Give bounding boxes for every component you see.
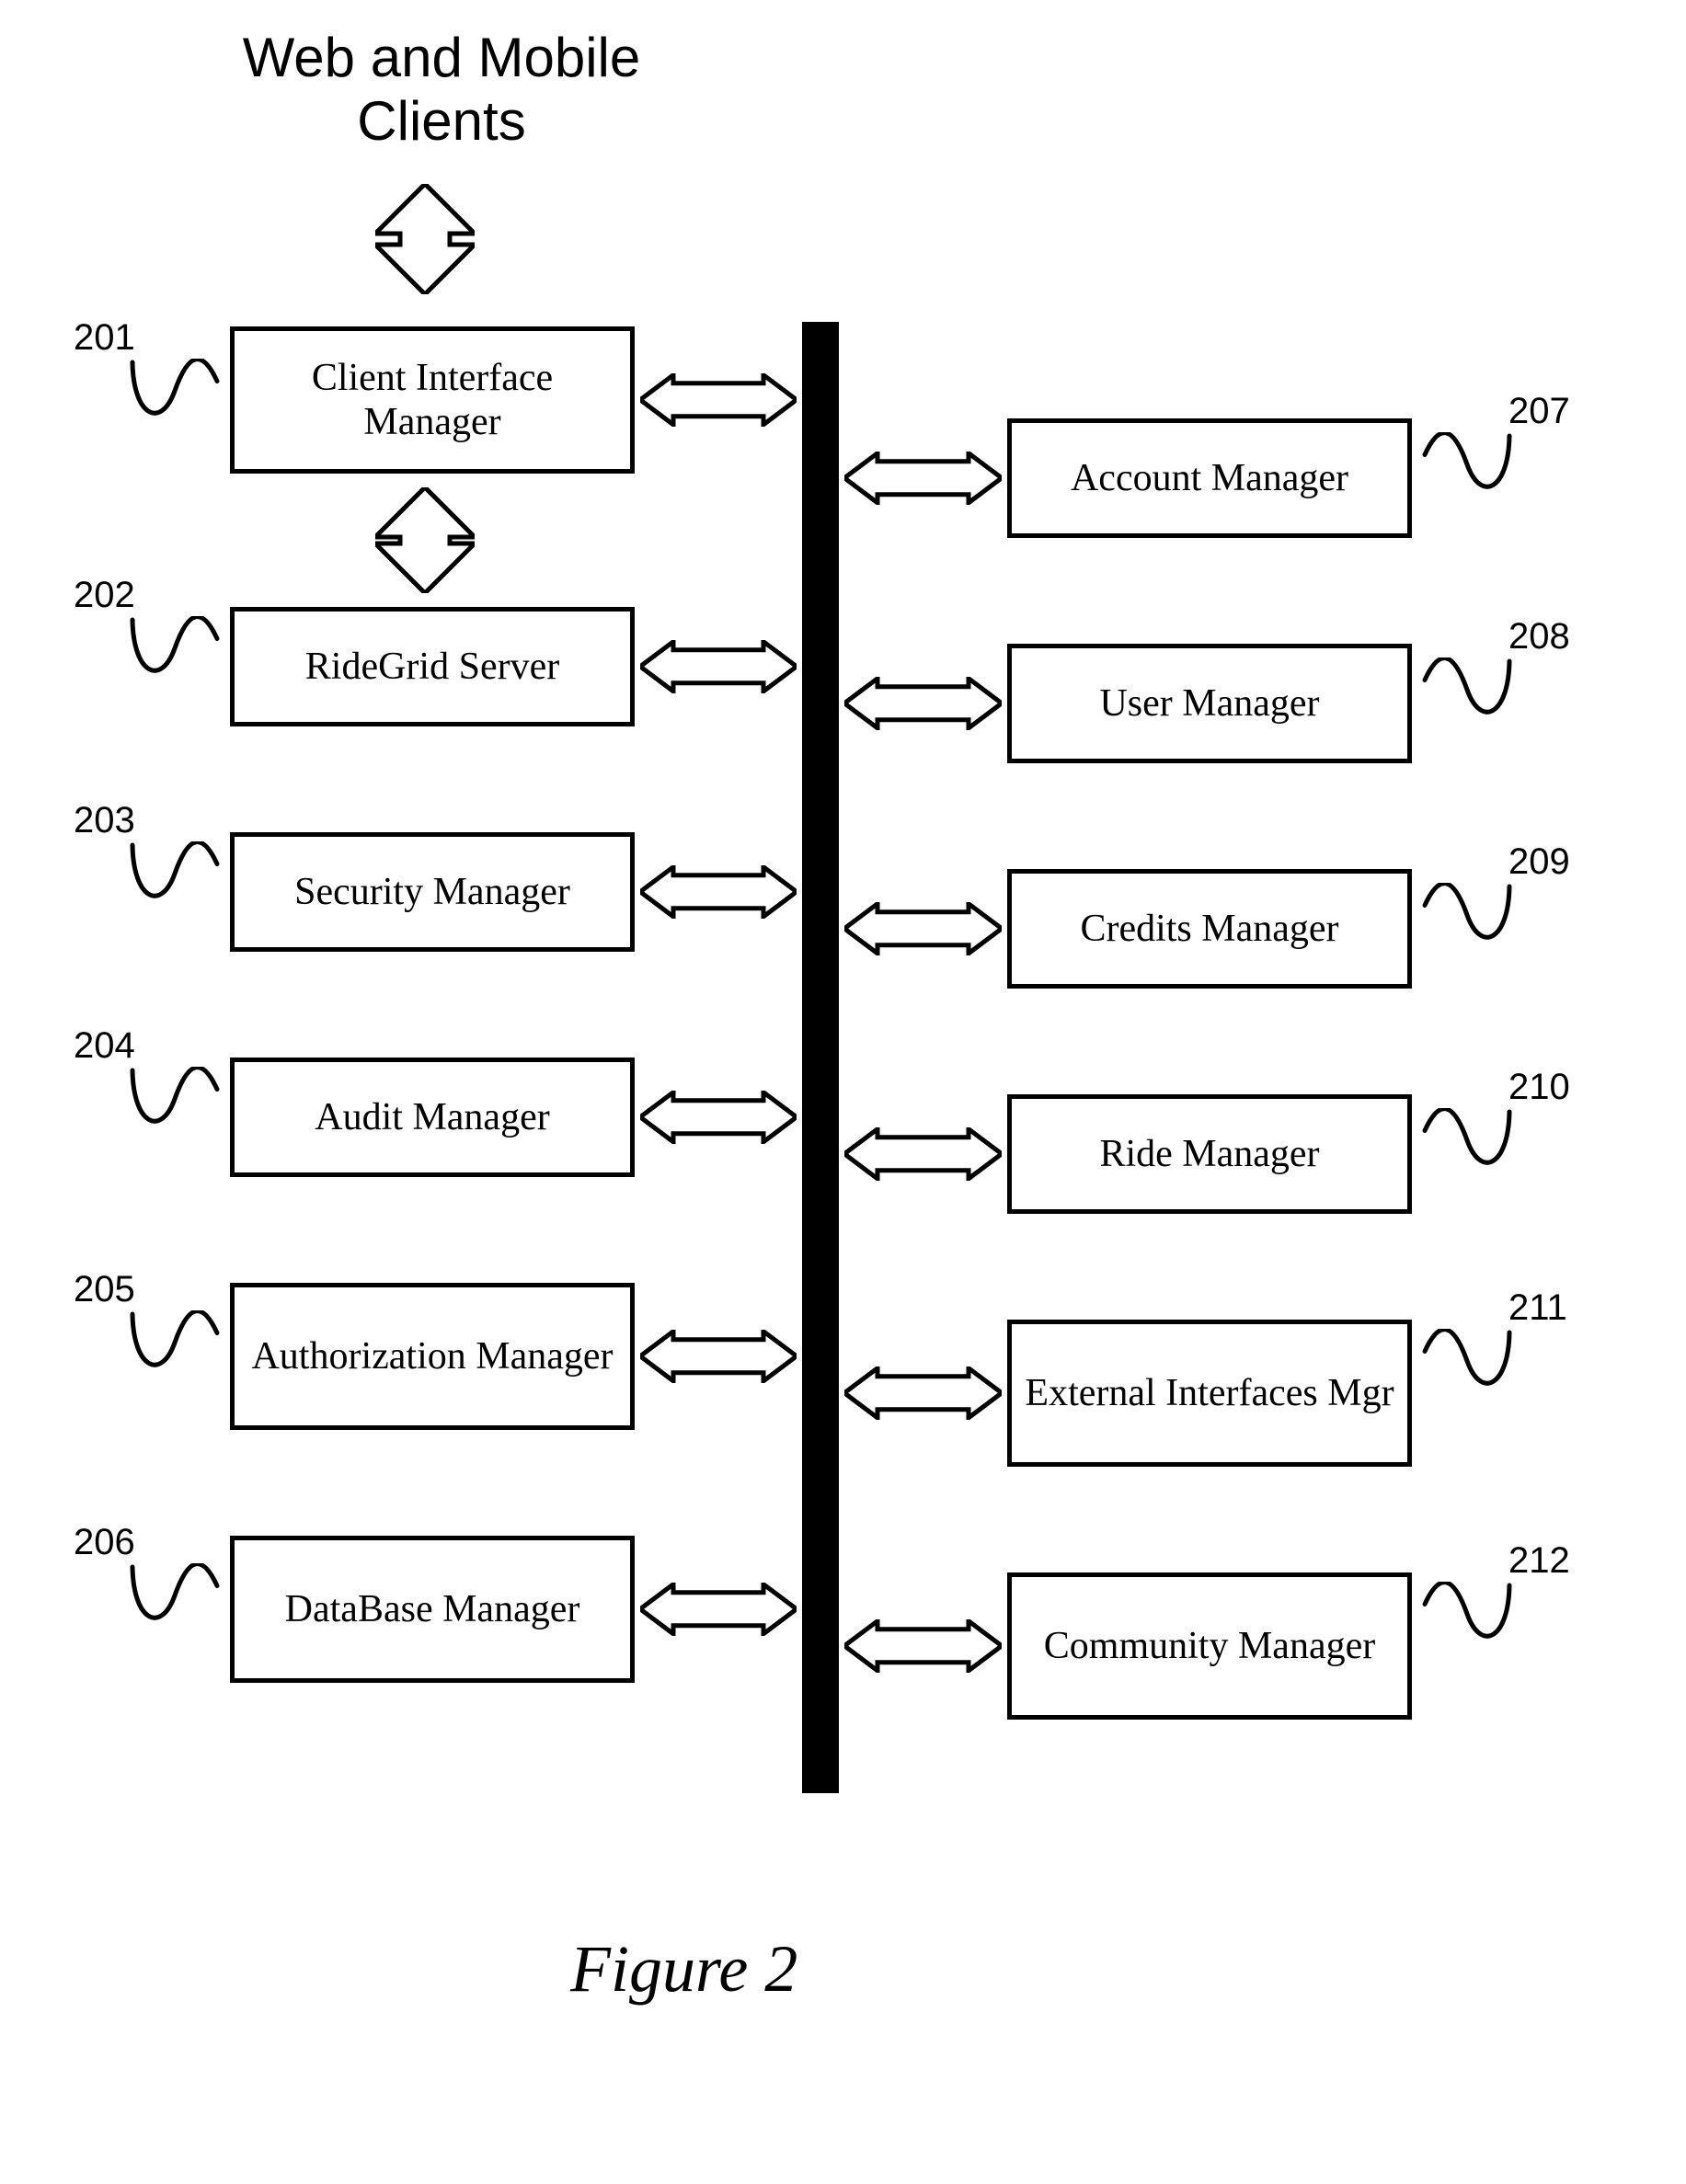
ref-label-203: 203	[74, 800, 135, 841]
arrow-bus-208	[844, 677, 1002, 730]
component-label: Ride Manager	[1099, 1132, 1319, 1176]
component-box-202: RideGrid Server	[230, 607, 635, 726]
component-label: Audit Manager	[315, 1095, 549, 1139]
ref-label-205: 205	[74, 1269, 135, 1310]
lead-line-209	[1421, 883, 1513, 966]
lead-line-208	[1421, 657, 1513, 740]
lead-line-203	[129, 841, 221, 924]
component-box-208: User Manager	[1007, 644, 1412, 763]
ref-label-207: 207	[1508, 391, 1570, 432]
lead-line-210	[1421, 1108, 1513, 1191]
lead-line-204	[129, 1067, 221, 1149]
arrow-204-bus	[640, 1091, 797, 1144]
ref-label-210: 210	[1508, 1067, 1570, 1108]
component-label: Account Manager	[1071, 456, 1348, 500]
component-label: Community Manager	[1044, 1624, 1375, 1668]
ref-label-202: 202	[74, 575, 135, 616]
arrow-202-bus	[640, 640, 797, 693]
arrow-bus-210	[844, 1127, 1002, 1181]
figure-caption: Figure 2	[570, 1931, 797, 2007]
component-box-210: Ride Manager	[1007, 1094, 1412, 1214]
arrow-205-bus	[640, 1330, 797, 1383]
component-box-206: DataBase Manager	[230, 1536, 635, 1683]
ref-label-204: 204	[74, 1025, 135, 1067]
component-box-201: Client Interface Manager	[230, 326, 635, 474]
ref-label-201: 201	[74, 317, 135, 359]
lead-line-207	[1421, 432, 1513, 515]
lead-line-202	[129, 616, 221, 699]
component-box-211: External Interfaces Mgr	[1007, 1320, 1412, 1467]
central-bus	[802, 322, 839, 1793]
component-box-203: Security Manager	[230, 832, 635, 952]
lead-line-206	[129, 1563, 221, 1646]
arrow-201-bus	[640, 373, 797, 427]
lead-line-201	[129, 359, 221, 441]
ref-label-208: 208	[1508, 616, 1570, 657]
component-label: User Manager	[1099, 681, 1319, 726]
arrow-203-bus	[640, 865, 797, 919]
component-box-207: Account Manager	[1007, 418, 1412, 538]
component-box-204: Audit Manager	[230, 1058, 635, 1177]
arrow-206-bus	[640, 1583, 797, 1636]
ref-label-206: 206	[74, 1522, 135, 1563]
component-label: External Interfaces Mgr	[1025, 1371, 1394, 1415]
title-line1: Web and Mobile	[184, 28, 699, 88]
title-line2: Clients	[184, 91, 699, 152]
component-label: Credits Manager	[1080, 907, 1338, 951]
ref-label-211: 211	[1508, 1287, 1567, 1329]
component-label: Client Interface Manager	[242, 356, 623, 445]
component-box-205: Authorization Manager	[230, 1283, 635, 1430]
component-label: Security Manager	[294, 870, 570, 914]
ref-label-209: 209	[1508, 841, 1570, 883]
component-label: DataBase Manager	[285, 1587, 580, 1631]
arrow-bus-209	[844, 902, 1002, 955]
component-label: Authorization Manager	[251, 1334, 613, 1378]
arrow-bus-207	[844, 452, 1002, 505]
arrow-clients-to-cim	[375, 184, 475, 294]
lead-line-211	[1421, 1329, 1513, 1412]
arrow-bus-212	[844, 1619, 1002, 1673]
lead-line-205	[129, 1310, 221, 1393]
arrow-cim-to-server	[375, 487, 475, 593]
lead-line-212	[1421, 1582, 1513, 1664]
ref-label-212: 212	[1508, 1540, 1570, 1582]
component-box-209: Credits Manager	[1007, 869, 1412, 989]
component-label: RideGrid Server	[305, 645, 559, 689]
component-box-212: Community Manager	[1007, 1572, 1412, 1720]
arrow-bus-211	[844, 1366, 1002, 1420]
diagram-canvas: Web and MobileClients Client Interface Ma…	[0, 0, 1686, 2184]
